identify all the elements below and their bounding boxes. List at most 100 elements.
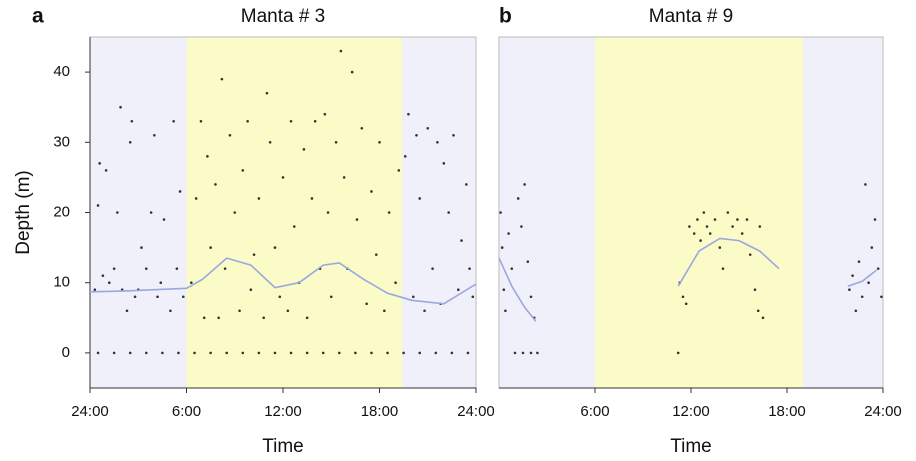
dive-point [403, 155, 407, 158]
dive-point [681, 295, 685, 299]
dive-point [520, 225, 523, 228]
dive-point [350, 70, 354, 74]
dive-point [397, 169, 401, 172]
dive-point [209, 246, 212, 249]
dive-point [457, 288, 460, 292]
dive-point [223, 267, 227, 270]
dive-point [415, 133, 418, 137]
x-tick-label: 18:00 [768, 403, 806, 420]
dive-point [873, 218, 877, 221]
dive-point [688, 225, 691, 228]
dive-point [507, 232, 510, 235]
dive-point [339, 49, 343, 53]
dive-point [323, 112, 327, 116]
dive-point [731, 225, 734, 228]
dive-point [745, 218, 749, 221]
dive-point [699, 239, 702, 242]
y-tick-label: 0 [62, 344, 70, 361]
dive-point [159, 281, 163, 285]
dive-point [867, 281, 870, 285]
dive-point [521, 351, 525, 355]
dive-point [310, 197, 314, 200]
dive-point [162, 218, 166, 221]
dive-point [206, 155, 209, 158]
dive-point [386, 351, 389, 355]
dive-point [144, 267, 148, 270]
dive-point [500, 246, 504, 249]
dive-point [278, 295, 282, 299]
dive-point [202, 316, 206, 320]
dive-point [289, 351, 293, 355]
dive-point [756, 309, 760, 313]
dive-point [233, 211, 237, 214]
dive-point [736, 218, 739, 221]
dive-point [128, 141, 132, 144]
dive-point [431, 267, 434, 270]
dive-point [305, 351, 309, 355]
dive-point [112, 267, 116, 270]
dive-point [130, 119, 134, 123]
y-tick-label: 10 [53, 274, 70, 291]
y-tick-label: 20 [53, 203, 70, 220]
dive-point [190, 281, 193, 285]
panel-letter: a [32, 5, 44, 28]
dive-point [169, 309, 172, 313]
dive-point [101, 274, 105, 277]
dive-point [721, 267, 725, 270]
dive-point [172, 119, 175, 123]
dive-point [305, 316, 309, 320]
dive-point [696, 218, 699, 221]
dive-point [262, 316, 266, 320]
dive-point [426, 126, 430, 130]
dive-point [257, 351, 261, 355]
dive-point [225, 351, 229, 355]
dive-point [857, 260, 861, 263]
dive-point [128, 351, 132, 355]
dive-point [238, 309, 241, 313]
daytime-region [595, 37, 803, 388]
dive-point [726, 211, 730, 214]
dive-point [864, 183, 867, 186]
dive-point [378, 141, 381, 144]
dive-point [370, 190, 373, 193]
dive-point [705, 225, 709, 228]
dive-point [436, 141, 439, 144]
dive-point [411, 295, 415, 299]
y-tick-label: 30 [53, 133, 70, 150]
dive-point [265, 91, 269, 95]
dive-point [692, 232, 696, 235]
dive-point [880, 295, 883, 299]
dive-point [676, 351, 680, 355]
dive-point [854, 309, 858, 313]
smoothed-line [89, 257, 477, 305]
dive-point [116, 211, 119, 214]
dive-point [177, 351, 180, 355]
dive-point [313, 119, 317, 123]
x-tick-label: 24:00 [71, 403, 109, 420]
dive-point [758, 225, 762, 228]
dive-point [523, 183, 526, 186]
dive-point [321, 351, 325, 355]
dive-point [526, 260, 530, 263]
dive-point [334, 141, 338, 144]
x-tick-label: 18:00 [361, 403, 399, 420]
dive-point [289, 119, 293, 123]
dive-point [460, 239, 463, 242]
x-tick-label: 6:00 [172, 403, 201, 420]
dive-point [851, 274, 854, 277]
dive-point [466, 351, 470, 355]
dive-point [133, 295, 137, 299]
dive-point [108, 281, 111, 285]
dive-point [510, 267, 514, 270]
dive-point [93, 288, 97, 292]
dive-point [209, 351, 212, 355]
dive-point [513, 351, 517, 355]
dive-point [502, 288, 506, 292]
dive-point [241, 351, 245, 355]
dive-point [273, 246, 277, 249]
x-tick-label: 6:00 [580, 403, 609, 420]
dive-point [292, 225, 296, 228]
x-axis-label: Time [262, 436, 304, 457]
